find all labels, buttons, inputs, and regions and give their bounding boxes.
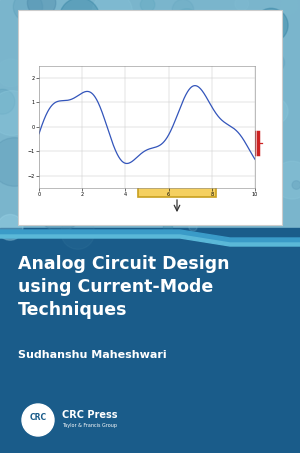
Circle shape [209, 49, 260, 100]
Circle shape [51, 100, 83, 132]
Circle shape [210, 108, 226, 124]
Circle shape [174, 9, 200, 35]
Circle shape [189, 169, 200, 179]
Circle shape [82, 135, 131, 185]
Circle shape [179, 31, 203, 54]
Circle shape [52, 117, 81, 146]
Circle shape [0, 138, 39, 186]
Circle shape [263, 98, 288, 124]
Circle shape [13, 0, 43, 22]
FancyBboxPatch shape [138, 159, 216, 197]
Polygon shape [0, 230, 300, 243]
Circle shape [247, 88, 258, 99]
Circle shape [178, 169, 192, 182]
Circle shape [129, 173, 165, 209]
Circle shape [34, 202, 56, 224]
Circle shape [196, 76, 235, 115]
Circle shape [189, 223, 197, 231]
Circle shape [200, 94, 239, 134]
Circle shape [38, 188, 81, 231]
Circle shape [191, 19, 229, 57]
Circle shape [139, 82, 160, 103]
Circle shape [254, 168, 265, 179]
FancyBboxPatch shape [181, 131, 229, 155]
Bar [0, 0, 300, 243]
Text: CURRENT
CONVEYOR: CURRENT CONVEYOR [160, 173, 194, 184]
Circle shape [144, 50, 170, 76]
Circle shape [59, 0, 100, 38]
Text: CRC: CRC [29, 414, 46, 423]
Circle shape [0, 89, 15, 114]
Circle shape [254, 8, 288, 42]
Circle shape [27, 0, 56, 17]
Circle shape [22, 404, 54, 436]
Circle shape [0, 214, 23, 240]
Circle shape [186, 101, 221, 136]
Text: Taylor & Francis Group: Taylor & Francis Group [62, 423, 117, 428]
FancyBboxPatch shape [18, 10, 282, 225]
Circle shape [140, 0, 155, 12]
Circle shape [52, 165, 76, 188]
Text: Sudhanshu Maheshwari: Sudhanshu Maheshwari [18, 350, 167, 360]
Text: Analog Circuit Design
using Current-Mode
Techniques: Analog Circuit Design using Current-Mode… [18, 255, 230, 319]
Circle shape [172, 0, 194, 21]
Circle shape [61, 216, 94, 249]
Circle shape [164, 152, 188, 175]
Circle shape [280, 0, 298, 14]
Circle shape [92, 0, 133, 32]
Circle shape [22, 207, 32, 217]
Circle shape [0, 91, 34, 135]
Circle shape [164, 223, 172, 232]
Circle shape [235, 0, 249, 10]
Polygon shape [0, 235, 300, 246]
Text: CRC Press: CRC Press [62, 410, 118, 420]
Circle shape [26, 105, 52, 130]
Circle shape [32, 43, 65, 76]
Circle shape [266, 53, 285, 72]
Bar [0, 228, 300, 453]
Circle shape [46, 129, 82, 165]
Circle shape [0, 59, 25, 87]
Circle shape [229, 188, 244, 202]
Circle shape [140, 132, 149, 141]
Circle shape [273, 161, 300, 199]
Circle shape [155, 61, 176, 82]
Circle shape [38, 27, 85, 73]
Circle shape [82, 39, 92, 48]
Circle shape [67, 175, 79, 187]
Circle shape [155, 43, 188, 75]
Circle shape [292, 181, 300, 189]
Circle shape [119, 205, 132, 218]
